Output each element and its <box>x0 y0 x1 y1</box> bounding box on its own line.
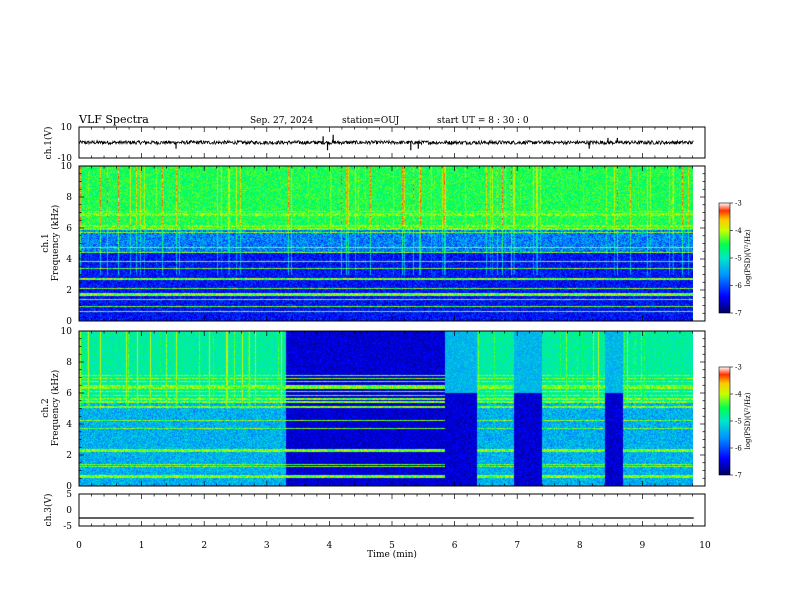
time-tick-label: 7 <box>514 541 520 551</box>
station-label: station=OUJ <box>342 116 400 126</box>
date-label: Sep. 27, 2024 <box>250 116 313 126</box>
time-tick-label: 2 <box>201 541 207 551</box>
time-tick-label: 3 <box>264 541 270 551</box>
ytick-label: -10 <box>58 154 73 164</box>
figure-title: VLF Spectra <box>78 113 149 126</box>
start-time-label: start UT = 8 : 30 : 0 <box>437 116 529 126</box>
ytick-label: 5 <box>66 490 72 500</box>
colorbar-tick-label: -6 <box>735 445 742 453</box>
time-tick-label: 6 <box>452 541 458 551</box>
ch3-ylabel: ch.3(V) <box>43 494 54 527</box>
colorbar-tick-label: -4 <box>735 391 742 399</box>
panel-ch2-spectrogram: 0 2 4 6 8 10 ch.2 Frequency (kHz) <box>41 327 706 492</box>
freq-tick-label: 0 <box>66 482 72 492</box>
ch1-spectrogram-image <box>79 166 693 321</box>
freq-tick-label: 0 <box>66 317 72 327</box>
colorbar-label: log(PSD)(V²/Hz) <box>744 229 752 286</box>
freq-tick-label: 6 <box>66 389 72 399</box>
colorbar-tick-label: -5 <box>735 418 742 426</box>
ch1-channel-name: ch.1 <box>41 233 51 252</box>
time-ticks <box>78 127 706 526</box>
freq-tick-label: 10 <box>61 162 73 172</box>
time-tick-label: 8 <box>577 541 583 551</box>
xaxis-title: Time (min) <box>367 549 417 560</box>
freq-tick-label: 4 <box>66 255 72 265</box>
ch2-freq-ticks: 0 2 4 6 8 10 <box>61 327 705 492</box>
freq-tick-label: 8 <box>66 358 72 368</box>
colorbar-tick-label: -6 <box>735 282 742 290</box>
panel-ch1-spectrogram: 0 2 4 6 8 10 ch.1 Frequency (kHz) <box>41 162 706 327</box>
ch1-spikes <box>79 126 705 159</box>
ytick-label: 0 <box>66 506 72 516</box>
time-tick-labels: 0 1 2 3 4 5 6 7 8 9 10 <box>76 541 711 551</box>
ch2-freq-label: Frequency (kHz) <box>50 370 61 447</box>
freq-tick-label: 4 <box>66 420 72 430</box>
colorbar-tick-label: -7 <box>735 310 742 318</box>
time-tick-label: 5 <box>389 541 395 551</box>
colorbar <box>718 202 731 314</box>
time-tick-label: 1 <box>139 541 145 551</box>
colorbar-label: log(PSD)(V²/Hz) <box>744 392 752 449</box>
ch2-spectrogram-image <box>79 331 693 486</box>
ch1-freq-label: Frequency (kHz) <box>50 205 61 282</box>
ch2-channel-label: ch.2 <box>41 398 51 417</box>
time-tick-label: 4 <box>327 541 333 551</box>
panel-ch1-waveform: 10 -10 ch.1(V) <box>43 123 706 164</box>
colorbar-tick-label: -4 <box>735 227 742 235</box>
freq-tick-label: 2 <box>66 286 72 296</box>
colorbar-tick-label: -5 <box>735 255 742 263</box>
ch1-trace <box>78 139 694 146</box>
colorbar <box>718 366 731 476</box>
ch1-freq-ticks: 0 2 4 6 8 10 <box>61 162 705 327</box>
panel-ch3-waveform: 5 -5 ch.3(V) <box>43 490 706 532</box>
time-tick-label: 9 <box>640 541 646 551</box>
colorbar-ticks: -3 -4 -5 -6 -7 <box>730 364 742 480</box>
ch1-ylabel: ch.1(V) <box>43 127 54 160</box>
ytick-label: -5 <box>63 522 72 532</box>
freq-tick-label: 2 <box>66 451 72 461</box>
colorbar-tick-label: -3 <box>735 200 742 208</box>
colorbar-tick-label: -3 <box>735 364 742 372</box>
freq-tick-label: 8 <box>66 193 72 203</box>
colorbar-tick-label: -7 <box>735 472 742 480</box>
freq-tick-label: 6 <box>66 224 72 234</box>
ch1-channel-label: ch.1 <box>41 233 51 252</box>
time-tick-label: 10 <box>699 541 711 551</box>
freq-tick-label: 10 <box>61 327 73 337</box>
colorbar-ticks: -3 -4 -5 -6 -7 <box>730 200 742 318</box>
ytick-label: 10 <box>61 123 73 133</box>
time-tick-label: 0 <box>76 541 82 551</box>
colorbar-ch1: -3 -4 -5 -6 -7 log(PSD)(V²/Hz) <box>718 200 752 318</box>
colorbar-ch2: -3 -4 -5 -6 -7 log(PSD)(V²/Hz) <box>718 364 752 480</box>
